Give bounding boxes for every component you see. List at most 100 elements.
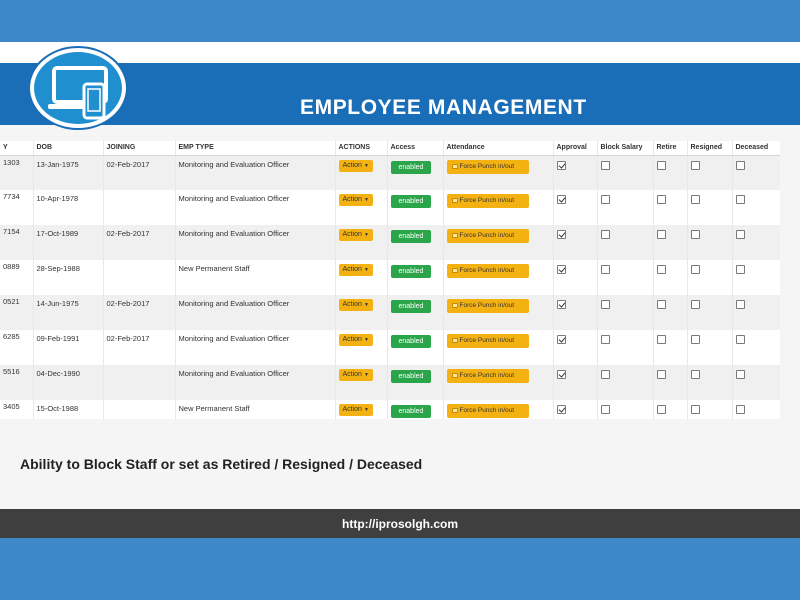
force-punch-button[interactable]: Force Punch in/out	[446, 159, 529, 174]
force-punch-label: Force Punch in/out	[459, 267, 515, 274]
retire-checkbox[interactable]	[656, 370, 666, 379]
emp-type-cell: Monitoring and Evaluation Officer	[175, 365, 336, 400]
access-cell: enabled	[387, 260, 444, 295]
resigned-checkbox[interactable]	[690, 230, 700, 239]
dob-cell: 17-Oct-1989	[33, 225, 104, 260]
footer-bar: http://iprosolgh.com	[0, 509, 800, 538]
action-dropdown-button[interactable]: Action ▼	[338, 159, 373, 172]
block-salary-checkbox[interactable]	[600, 160, 610, 170]
access-enabled-button[interactable]: enabled	[390, 265, 431, 278]
approval-cell	[553, 400, 598, 419]
clock-icon	[451, 373, 458, 378]
deceased-checkbox[interactable]	[735, 405, 745, 414]
approval-cell	[553, 295, 598, 330]
action-dropdown-button[interactable]: Action ▼	[338, 369, 373, 381]
access-enabled-button[interactable]: enabled	[390, 160, 431, 174]
action-dropdown-button[interactable]: Action ▼	[338, 194, 373, 206]
resigned-cell	[687, 225, 733, 260]
table-row: 6285 09-Feb-1991 02-Feb-2017 Monitoring and…	[0, 330, 780, 365]
action-dropdown-button[interactable]: Action ▼	[338, 404, 373, 416]
retire-checkbox[interactable]	[656, 195, 666, 204]
block-salary-checkbox[interactable]	[600, 195, 610, 204]
approval-checkbox[interactable]	[556, 160, 566, 170]
block-salary-checkbox[interactable]	[600, 230, 610, 239]
approval-checkbox[interactable]	[556, 195, 566, 204]
actions-cell: Action ▼	[335, 400, 388, 419]
access-enabled-button[interactable]: enabled	[390, 370, 431, 383]
access-enabled-button[interactable]: enabled	[390, 230, 431, 243]
block-salary-checkbox[interactable]	[600, 265, 610, 274]
approval-checkbox[interactable]	[556, 335, 566, 344]
actions-cell: Action ▼	[335, 365, 388, 400]
table-header: Y DOB JOINING EMP TYPE ACTIONS Access Attendan…	[0, 141, 780, 156]
resigned-checkbox[interactable]	[690, 370, 700, 379]
deceased-cell	[732, 225, 780, 260]
actions-cell: Action ▼	[335, 260, 388, 295]
deceased-checkbox[interactable]	[735, 370, 745, 379]
retire-checkbox[interactable]	[656, 335, 666, 344]
block-salary-cell	[597, 260, 654, 295]
force-punch-button[interactable]: Force Punch in/out	[446, 264, 529, 278]
retire-cell	[653, 330, 688, 365]
action-dropdown-button[interactable]: Action ▼	[338, 264, 373, 276]
force-punch-button[interactable]: Force Punch in/out	[446, 299, 529, 313]
action-dropdown-button[interactable]: Action ▼	[338, 299, 373, 311]
deceased-checkbox[interactable]	[735, 335, 745, 344]
employee-id-cell: 7154	[0, 225, 34, 260]
approval-checkbox[interactable]	[556, 370, 566, 379]
access-enabled-button[interactable]: enabled	[390, 335, 431, 348]
column-header: EMP TYPE	[175, 141, 336, 156]
block-salary-checkbox[interactable]	[600, 370, 610, 379]
force-punch-button[interactable]: Force Punch in/out	[446, 404, 529, 418]
force-punch-button[interactable]: Force Punch in/out	[446, 369, 529, 383]
approval-checkbox[interactable]	[556, 265, 566, 274]
force-punch-label: Force Punch in/out	[459, 162, 515, 170]
attendance-cell: Force Punch in/out	[443, 155, 554, 190]
emp-type-cell: Monitoring and Evaluation Officer	[175, 155, 336, 190]
deceased-checkbox[interactable]	[735, 265, 745, 274]
block-salary-checkbox[interactable]	[600, 335, 610, 344]
force-punch-label: Force Punch in/out	[459, 302, 515, 309]
access-enabled-button[interactable]: enabled	[390, 405, 431, 418]
joining-cell: 02-Feb-2017	[103, 155, 176, 190]
force-punch-button[interactable]: Force Punch in/out	[446, 194, 529, 208]
resigned-checkbox[interactable]	[690, 265, 700, 274]
retire-checkbox[interactable]	[656, 160, 666, 170]
access-enabled-button[interactable]: enabled	[390, 300, 431, 313]
actions-cell: Action ▼	[335, 330, 388, 365]
deceased-checkbox[interactable]	[735, 300, 745, 309]
deceased-checkbox[interactable]	[735, 160, 745, 170]
retire-checkbox[interactable]	[656, 300, 666, 309]
access-enabled-button[interactable]: enabled	[390, 195, 431, 208]
approval-checkbox[interactable]	[556, 300, 566, 309]
resigned-checkbox[interactable]	[690, 300, 700, 309]
deceased-checkbox[interactable]	[735, 230, 745, 239]
block-salary-cell	[597, 225, 654, 260]
footer-url-link[interactable]: http://iprosolgh.com	[342, 517, 458, 531]
approval-checkbox[interactable]	[556, 405, 566, 414]
retire-checkbox[interactable]	[656, 265, 666, 274]
resigned-checkbox[interactable]	[690, 405, 700, 414]
devices-logo-icon	[28, 46, 128, 130]
retire-checkbox[interactable]	[656, 230, 666, 239]
deceased-checkbox[interactable]	[735, 195, 745, 204]
action-dropdown-button[interactable]: Action ▼	[338, 334, 373, 346]
action-dropdown-button[interactable]: Action ▼	[338, 229, 373, 241]
clock-icon	[451, 268, 458, 273]
retire-checkbox[interactable]	[656, 405, 666, 414]
access-cell: enabled	[387, 295, 444, 330]
resigned-checkbox[interactable]	[690, 195, 700, 204]
block-salary-checkbox[interactable]	[600, 405, 610, 414]
approval-checkbox[interactable]	[556, 230, 566, 239]
force-punch-button[interactable]: Force Punch in/out	[446, 334, 529, 348]
joining-cell: 02-Feb-2017	[103, 330, 176, 365]
force-punch-label: Force Punch in/out	[459, 232, 515, 239]
resigned-checkbox[interactable]	[690, 160, 700, 170]
access-cell: enabled	[387, 225, 444, 260]
block-salary-checkbox[interactable]	[600, 300, 610, 309]
resigned-cell	[687, 155, 733, 190]
force-punch-button[interactable]: Force Punch in/out	[446, 229, 529, 243]
table-header-row: Y DOB JOINING EMP TYPE ACTIONS Access Attendan…	[0, 141, 780, 156]
resigned-checkbox[interactable]	[690, 335, 700, 344]
action-label: Action	[342, 231, 362, 238]
